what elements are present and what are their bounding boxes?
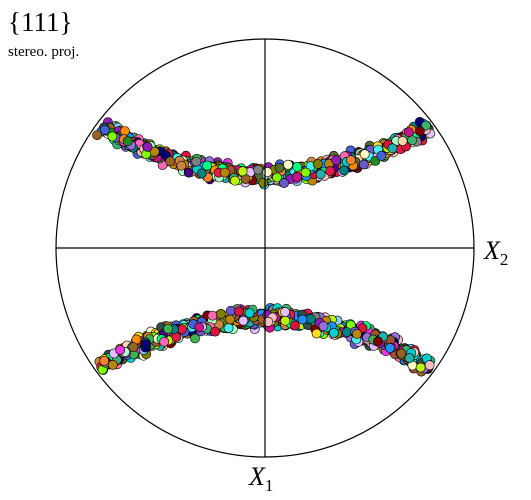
- lower-band-point: [396, 348, 407, 359]
- upper-band-point: [253, 164, 264, 175]
- lower-band-point: [115, 345, 126, 355]
- upper-band-point: [196, 168, 207, 179]
- lower-band-point: [194, 322, 205, 333]
- upper-band-point: [420, 120, 431, 131]
- upper-band-point: [292, 171, 303, 182]
- upper-band-point: [283, 159, 293, 170]
- upper-band-point: [274, 162, 285, 173]
- upper-band-point: [387, 143, 398, 154]
- lower-band-point: [225, 314, 235, 325]
- upper-band-point: [331, 155, 341, 166]
- upper-band-point: [149, 146, 160, 157]
- upper-band-point: [99, 124, 110, 135]
- lower-band-point: [385, 343, 395, 353]
- upper-band-point: [258, 177, 269, 188]
- upper-band-point: [191, 156, 202, 167]
- lower-band-point: [215, 308, 226, 319]
- upper-band-point: [92, 130, 102, 140]
- pole-figure-title: {111}: [8, 7, 72, 37]
- upper-band-point: [176, 160, 187, 171]
- upper-band-point: [262, 167, 273, 177]
- upper-band-point: [359, 149, 370, 160]
- upper-band-point: [345, 155, 356, 166]
- lower-band-point: [190, 333, 200, 344]
- axis-label-x1: X1: [248, 462, 273, 495]
- upper-band-point: [300, 167, 311, 178]
- upper-band-point: [279, 178, 289, 188]
- lower-band-point: [424, 360, 435, 371]
- upper-band-point: [403, 127, 414, 138]
- lower-band-point: [289, 320, 300, 331]
- lower-band-point: [244, 308, 255, 318]
- lower-band-point: [415, 362, 426, 373]
- lower-band-point: [210, 326, 221, 337]
- lower-band-point: [263, 316, 274, 327]
- lower-band-point: [404, 353, 415, 363]
- upper-band-point: [325, 166, 336, 176]
- lower-band-point: [238, 315, 249, 326]
- upper-band-point: [339, 165, 349, 176]
- lower-band-point: [280, 307, 290, 317]
- upper-band-point: [230, 175, 240, 186]
- lower-band-point: [318, 321, 329, 332]
- lower-band-point: [107, 359, 118, 370]
- lower-band-point: [328, 327, 339, 338]
- lower-band-point: [311, 328, 322, 339]
- upper-band-point: [376, 150, 387, 161]
- lower-band-point: [163, 323, 173, 334]
- axis-x1-subscript: 1: [265, 476, 274, 495]
- upper-band-point: [397, 136, 408, 146]
- lower-band-point: [207, 310, 218, 321]
- lower-band-point: [99, 355, 110, 366]
- lower-band-point: [280, 315, 291, 326]
- upper-band-point: [142, 141, 153, 152]
- upper-band-point: [107, 131, 118, 142]
- axis-label-x2: X2: [483, 236, 508, 269]
- upper-band-point: [237, 166, 248, 177]
- lower-band-point: [341, 327, 352, 337]
- lower-band-point: [159, 336, 170, 347]
- lower-band-point: [223, 323, 234, 333]
- lower-band-point: [297, 314, 308, 325]
- upper-band-point: [120, 126, 130, 137]
- axis-x1-symbol: X: [248, 462, 266, 491]
- upper-band-point: [202, 160, 213, 171]
- upper-band-point: [183, 167, 194, 178]
- lower-band-point: [177, 324, 187, 335]
- upper-band-point: [312, 159, 323, 169]
- lower-band-point: [141, 339, 151, 350]
- axis-x2-subscript: 2: [500, 250, 509, 269]
- pole-points: [92, 117, 436, 377]
- axis-x2-symbol: X: [483, 236, 501, 265]
- upper-band-point: [292, 161, 303, 172]
- upper-band-point: [219, 167, 230, 178]
- upper-band-point: [272, 172, 282, 183]
- lower-band-point: [352, 328, 362, 339]
- lower-band-point: [234, 306, 244, 317]
- lower-band-point: [305, 314, 316, 324]
- lower-band-point: [225, 305, 236, 316]
- upper-band-point: [414, 126, 425, 137]
- upper-band-point: [165, 156, 176, 167]
- upper-band-point: [358, 159, 369, 170]
- lower-band-point: [128, 342, 139, 352]
- lower-band-point: [373, 336, 383, 347]
- upper-band-point: [122, 136, 133, 147]
- upper-band-point: [315, 169, 326, 180]
- projection-subtitle: stereo. proj.: [8, 44, 79, 60]
